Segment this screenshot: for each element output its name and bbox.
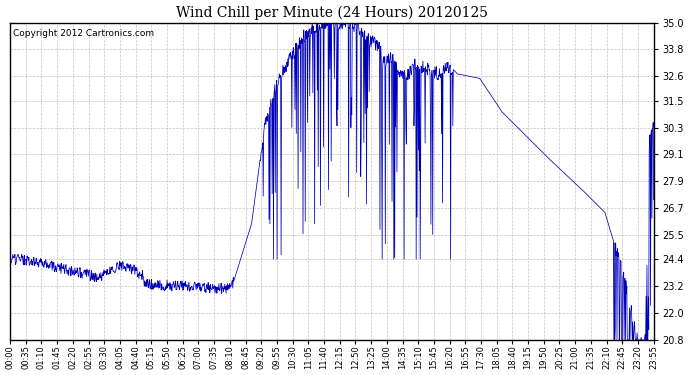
Title: Wind Chill per Minute (24 Hours) 20120125: Wind Chill per Minute (24 Hours) 2012012…	[176, 6, 488, 20]
Text: Copyright 2012 Cartronics.com: Copyright 2012 Cartronics.com	[13, 29, 155, 38]
